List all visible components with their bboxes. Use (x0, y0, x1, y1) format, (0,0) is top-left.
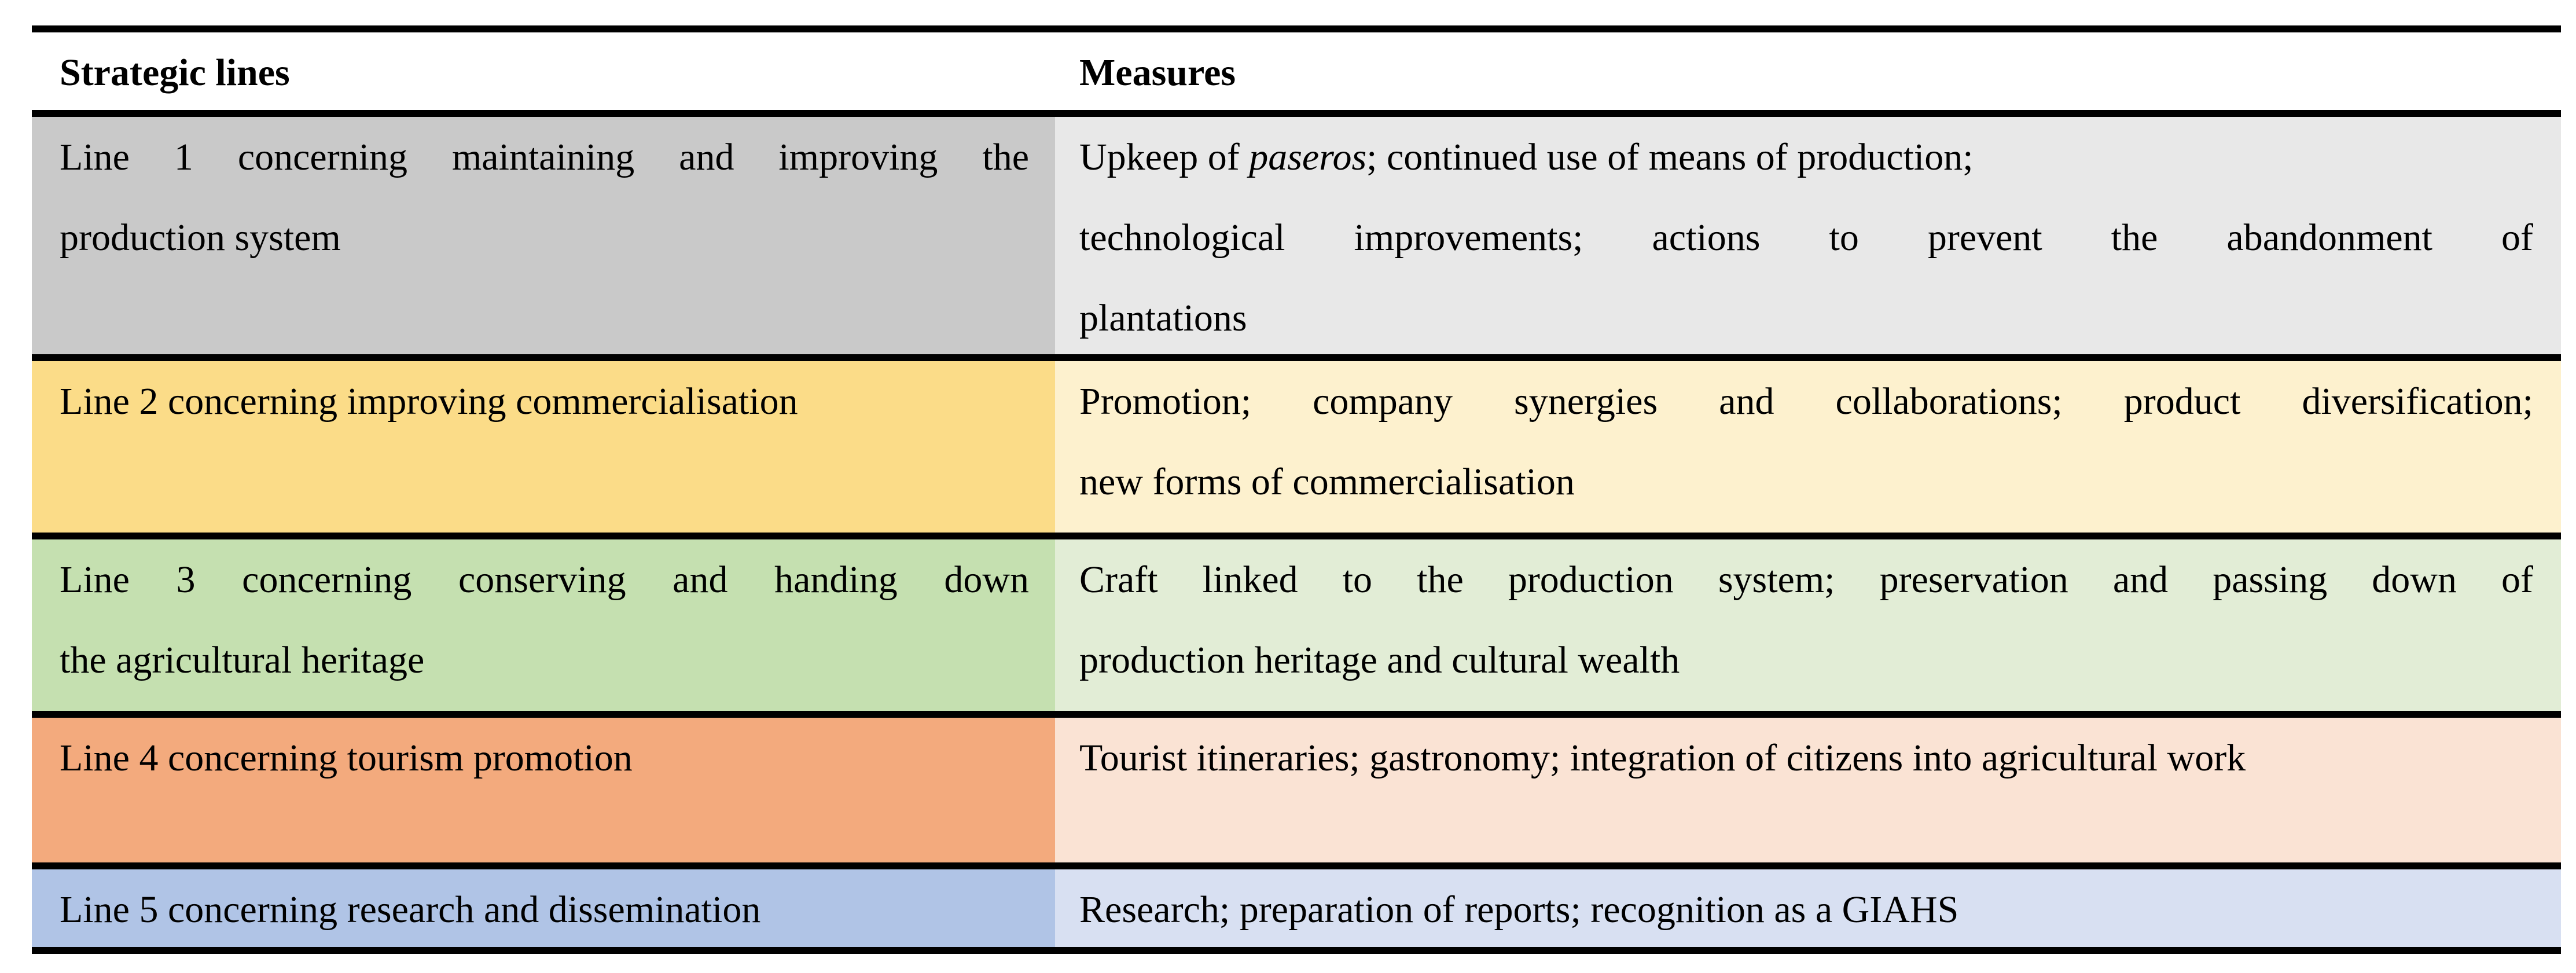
row-separator-rule (32, 711, 2561, 718)
text-line: plantations (1079, 297, 1247, 339)
text-line: Research; preparation of reports; recogn… (1079, 888, 1959, 931)
text-line: Line 1 concerning maintaining and improv… (60, 136, 1029, 178)
measures-cell: Research; preparation of reports; recogn… (1055, 869, 2561, 947)
row-separator-rule (32, 862, 2561, 869)
measures-cell: Craft linked to the production system; p… (1055, 539, 2561, 711)
text-line: technological improvements; actions to p… (1079, 216, 2533, 259)
table-row-line-3: Line 3 concerning conserving and handing… (32, 539, 2561, 711)
text-line: Craft linked to the production system; p… (1079, 559, 2533, 601)
text-line: Line 3 concerning conserving and handing… (60, 559, 1029, 601)
strategic-line-cell: Line 5 concerning research and dissemina… (32, 869, 1055, 947)
row-separator-rule (32, 533, 2561, 539)
strategic-line-cell: Line 3 concerning conserving and handing… (32, 539, 1055, 711)
text-line: Line 5 concerning research and dissemina… (60, 888, 761, 931)
text-line: Line 4 concerning tourism promotion (60, 737, 633, 779)
text-line: production heritage and cultural wealth (1079, 639, 1680, 681)
strategic-line-cell: Line 4 concerning tourism promotion (32, 718, 1055, 862)
text-line: Promotion; company synergies and collabo… (1079, 380, 2533, 423)
table-row-line-2: Line 2 concerning improving commercialis… (32, 361, 2561, 533)
header-bottom-rule (32, 110, 2561, 117)
strategic-line-cell: Line 2 concerning improving commercialis… (32, 361, 1055, 533)
table-row-line-5: Line 5 concerning research and dissemina… (32, 869, 2561, 947)
column-header-measures: Measures (1055, 32, 2561, 110)
table-header-row: Strategic lines Measures (32, 32, 2561, 110)
text-segment: ; continued use of means of production; (1366, 136, 1974, 178)
italic-term: paseros (1249, 136, 1367, 178)
strategic-line-cell: Line 1 concerning maintaining and improv… (32, 117, 1055, 354)
strategic-lines-table: Strategic lines Measures Line 1 concerni… (32, 25, 2561, 954)
table-top-rule (32, 25, 2561, 32)
text-line: the agricultural heritage (60, 639, 425, 681)
text-line: production system (60, 216, 341, 259)
text-line: Upkeep of paseros; continued use of mean… (1079, 117, 2533, 197)
column-header-strategic-lines: Strategic lines (32, 32, 1055, 110)
measures-cell: Promotion; company synergies and collabo… (1055, 361, 2561, 533)
table-row-line-1: Line 1 concerning maintaining and improv… (32, 117, 2561, 354)
text-line: Tourist itineraries; gastronomy; integra… (1079, 737, 2246, 779)
measures-cell: Tourist itineraries; gastronomy; integra… (1055, 718, 2561, 862)
text-segment: Upkeep of (1079, 136, 1250, 178)
column-header-label: Measures (1079, 52, 1236, 94)
table-row-line-4: Line 4 concerning tourism promotion Tour… (32, 718, 2561, 862)
measures-cell: Upkeep of paseros; continued use of mean… (1055, 117, 2561, 354)
text-line: new forms of commercialisation (1079, 461, 1575, 503)
text-line: Line 2 concerning improving commercialis… (60, 380, 798, 423)
row-separator-rule (32, 354, 2561, 361)
column-header-label: Strategic lines (60, 52, 290, 94)
table-bottom-rule (32, 947, 2561, 954)
